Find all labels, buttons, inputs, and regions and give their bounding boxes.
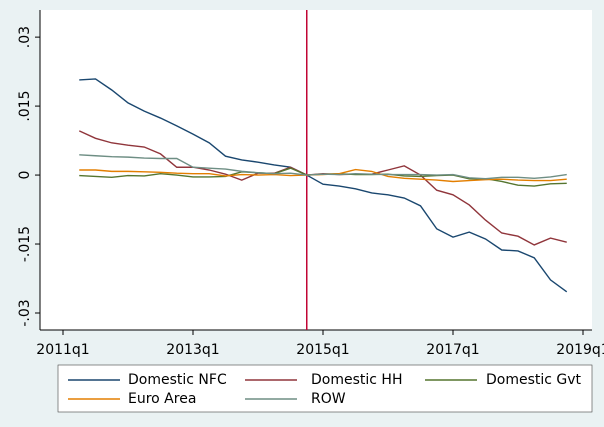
legend-label: Domestic NFC xyxy=(128,372,227,388)
series-line xyxy=(79,154,567,180)
legend-label: ROW xyxy=(311,391,346,407)
legend-label: Domestic Gvt xyxy=(486,372,582,388)
x-tick-label: 2011q1 xyxy=(36,342,89,358)
y-tick-label: -.015 xyxy=(17,226,33,262)
x-tick-label: 2019q1 xyxy=(556,342,604,358)
x-tick-label: 2015q1 xyxy=(296,342,349,358)
y-tick-label: .03 xyxy=(17,26,33,48)
series-line xyxy=(79,78,568,293)
x-tick-label: 2013q1 xyxy=(166,342,219,358)
legend xyxy=(57,364,593,413)
plot-area xyxy=(40,10,592,330)
y-tick-label: 0 xyxy=(17,171,33,180)
y-tick-label: -.03 xyxy=(17,299,33,326)
x-tick-label: 2017q1 xyxy=(426,342,479,358)
legend-label: Euro Area xyxy=(128,391,196,407)
y-tick-label: .015 xyxy=(17,91,33,122)
legend-label: Domestic HH xyxy=(311,372,402,388)
